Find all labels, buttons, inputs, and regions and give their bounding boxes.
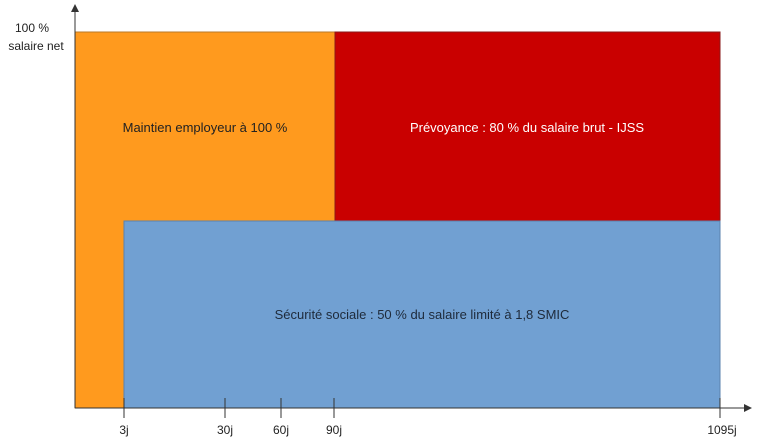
x-axis-arrow-icon <box>744 404 752 412</box>
prevoyance-region <box>334 31 721 222</box>
employer-label: Maintien employeur à 100 % <box>123 120 288 135</box>
securite-sociale-label: Sécurité sociale : 50 % du salaire limit… <box>275 307 570 322</box>
y-axis-label-line1: 100 % <box>15 21 49 35</box>
prevoyance-label: Prévoyance : 80 % du salaire brut - IJSS <box>410 120 644 135</box>
securite-sociale-region <box>123 220 721 409</box>
y-axis-arrow-icon <box>71 4 79 12</box>
x-tick-label-1095j: 1095j <box>707 423 736 437</box>
x-tick-label-30j: 30j <box>217 423 233 437</box>
x-tick-label-90j: 90j <box>326 423 342 437</box>
y-axis-label-line2: salaire net <box>8 39 64 53</box>
x-tick-label-60j: 60j <box>273 423 289 437</box>
x-tick-label-3j: 3j <box>119 423 128 437</box>
